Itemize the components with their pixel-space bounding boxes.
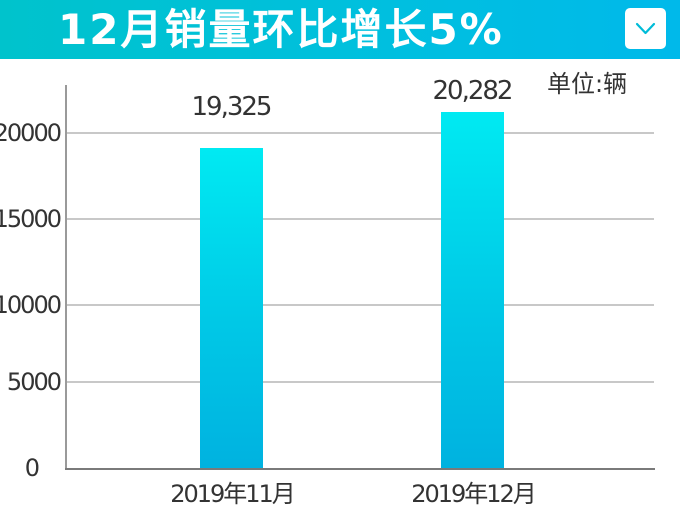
dropdown-button[interactable] — [625, 8, 666, 49]
bar-2019-12 — [441, 112, 504, 468]
gridline-20000 — [66, 132, 654, 134]
gridline-15000 — [66, 218, 654, 220]
bar-2019-11 — [200, 148, 263, 468]
x-tick-label: 2019年12月 — [411, 480, 537, 508]
y-tick-label: 5000 — [6, 368, 62, 396]
bar-value-label: 19,325 — [191, 92, 273, 122]
x-tick-label: 2019年11月 — [170, 480, 296, 508]
y-tick-label: 20000 — [0, 119, 62, 147]
unit-label: 单位:辆 — [547, 70, 628, 98]
y-axis — [65, 85, 67, 470]
y-tick-label: 10000 — [0, 291, 62, 319]
y-tick-label: 0 — [24, 454, 40, 482]
title-banner: 12月销量环比增长5% — [0, 0, 680, 59]
x-axis — [65, 468, 655, 470]
bar-value-label: 20,282 — [432, 76, 514, 106]
y-tick-label: 15000 — [0, 205, 62, 233]
gridline-5000 — [66, 381, 654, 383]
gridline-10000 — [66, 304, 654, 306]
chevron-down-icon — [635, 22, 656, 35]
chart-title: 12月销量环比增长5% — [58, 5, 504, 54]
